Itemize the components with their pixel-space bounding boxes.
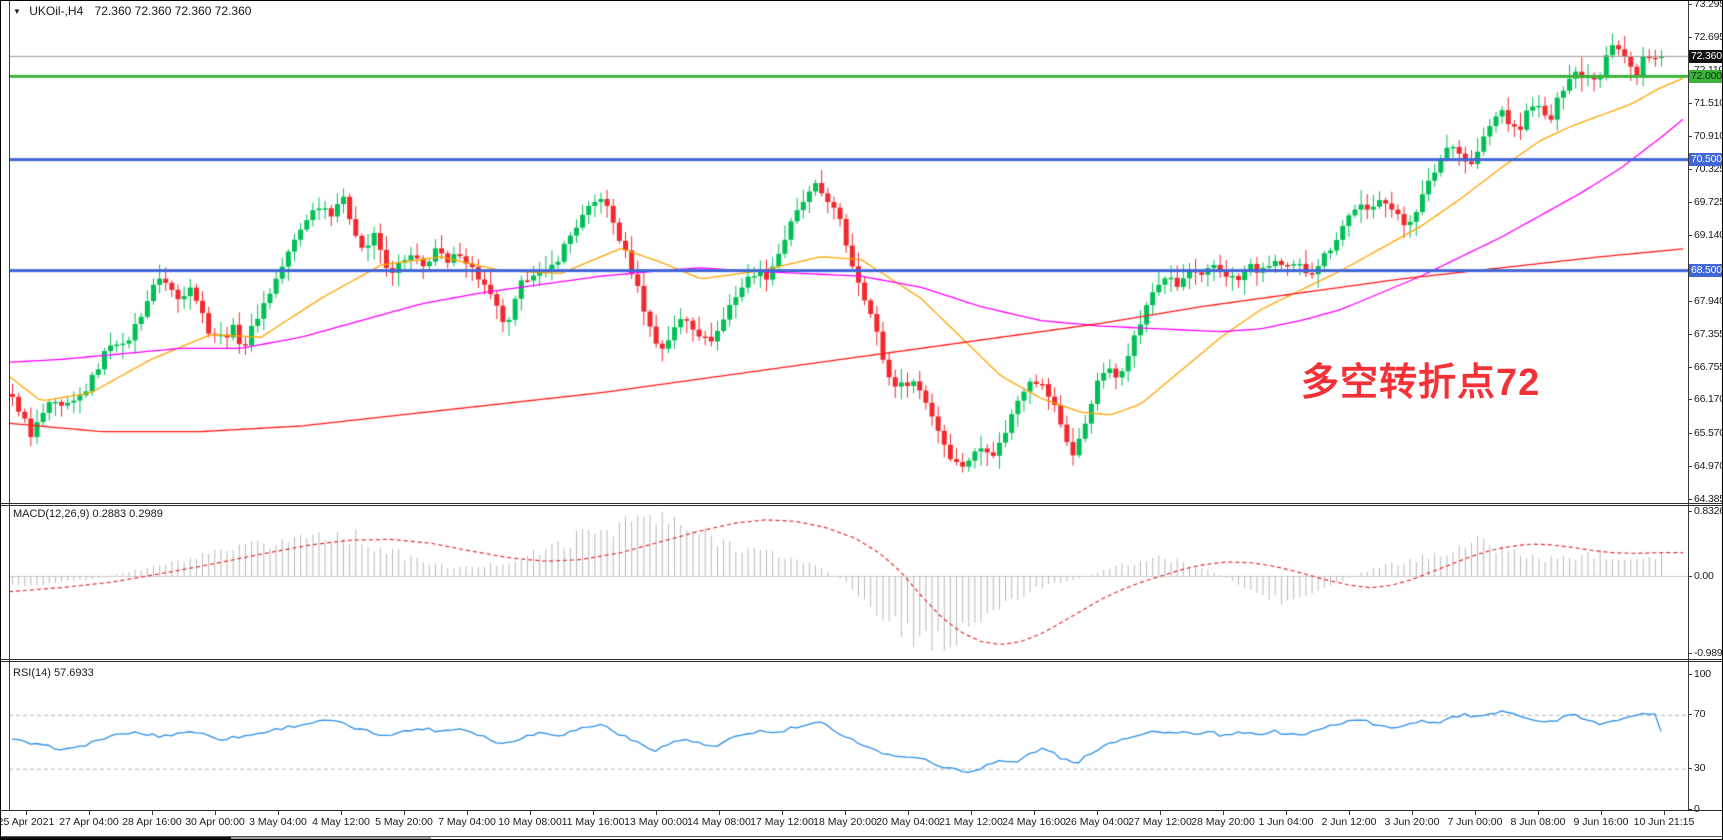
- time-axis-label: 11 May 16:00: [561, 816, 625, 828]
- time-axis-label: 27 Apr 04:00: [59, 816, 119, 828]
- macd-axis-label: 0.8326: [1688, 504, 1723, 517]
- time-axis-label: 5 May 20:00: [375, 816, 433, 828]
- time-axis-label: 4 May 12:00: [312, 816, 370, 828]
- panel-separator: [1, 505, 1722, 506]
- plot-left-border: [9, 1, 10, 811]
- time-axis-tick: [404, 811, 405, 815]
- time-axis-tick: [656, 811, 657, 815]
- time-axis-tick: [1286, 811, 1287, 815]
- price-axis-label: 71.510: [1688, 97, 1723, 110]
- time-axis-label: 27 May 12:00: [1128, 816, 1192, 828]
- time-axis-label: 25 Apr 2021: [0, 816, 55, 828]
- price-tag: 72.000: [1689, 69, 1722, 83]
- macd-indicator-label: MACD(12,26,9) 0.2883 0.2989: [13, 508, 163, 520]
- price-tag: 72.360: [1689, 49, 1722, 63]
- time-axis-label: 10 May 08:00: [498, 816, 562, 828]
- price-axis-label: 69.725: [1688, 196, 1723, 209]
- time-axis-label: 21 May 12:00: [939, 816, 1003, 828]
- time-axis-tick: [1475, 811, 1476, 815]
- scrollbar-line: [1, 836, 1722, 837]
- price-axis-label: 66.755: [1688, 360, 1723, 373]
- time-axis-tick: [89, 811, 90, 815]
- time-axis-tick: [215, 811, 216, 815]
- time-axis-label: 7 May 04:00: [438, 816, 496, 828]
- rsi-axis-label: 70: [1687, 708, 1706, 721]
- time-axis-label: 18 May 20:00: [813, 816, 877, 828]
- time-axis-tick: [971, 811, 972, 815]
- price-tag: 68.500: [1689, 264, 1722, 278]
- time-axis-tick: [845, 811, 846, 815]
- macd-axis-label: 0.00: [1688, 569, 1714, 582]
- rsi-axis-label: 30: [1687, 762, 1706, 775]
- time-axis-label: 26 May 04:00: [1065, 816, 1129, 828]
- time-axis-tick: [26, 811, 27, 815]
- price-axis-label: 65.570: [1688, 426, 1723, 439]
- price-axis-label: 64.970: [1688, 460, 1723, 473]
- time-axis-tick: [1034, 811, 1035, 815]
- panel-separator: [1, 661, 1722, 662]
- time-axis-label: 28 May 20:00: [1191, 816, 1255, 828]
- chart-title: ▼ UKOil-,H4 72.360 72.360 72.360 72.360: [13, 4, 251, 18]
- time-axis-label: 17 May 12:00: [750, 816, 814, 828]
- time-axis-label: 2 Jun 12:00: [1321, 816, 1377, 828]
- price-axis-label: 64.385: [1688, 492, 1723, 505]
- price-chart-canvas[interactable]: [9, 1, 1688, 503]
- time-axis-tick: [593, 811, 594, 815]
- time-axis-label: 24 May 16:00: [1002, 816, 1066, 828]
- time-axis-tick: [1538, 811, 1539, 815]
- rsi-axis-label: 100: [1688, 668, 1711, 680]
- price-tag: 70.500: [1689, 153, 1722, 167]
- price-axis-label: 72.695: [1688, 31, 1723, 44]
- price-axis-line: [1688, 1, 1689, 811]
- panel-separator[interactable]: [1, 503, 1722, 504]
- time-axis-tick: [467, 811, 468, 815]
- time-axis-tick: [1160, 811, 1161, 815]
- time-axis-tick: [341, 811, 342, 815]
- time-axis-line: [1, 810, 1722, 811]
- time-axis-label: 20 May 04:00: [876, 816, 940, 828]
- rsi-axis-label: 0: [1688, 802, 1700, 815]
- price-axis-label: 70.910: [1688, 130, 1723, 143]
- time-axis-tick: [719, 811, 720, 815]
- time-axis-tick: [152, 811, 153, 815]
- annotation-text: 多空转折点72: [1301, 362, 1541, 404]
- panel-separator[interactable]: [1, 659, 1722, 660]
- ohlc-quote-label: 72.360 72.360 72.360 72.360: [94, 4, 252, 18]
- time-axis-tick: [1601, 811, 1602, 815]
- price-axis-label: 67.940: [1688, 295, 1723, 308]
- macd-axis-label: -0.9897: [1687, 647, 1722, 659]
- symbol-dropdown-icon[interactable]: ▼: [13, 7, 21, 16]
- time-axis-tick: [1412, 811, 1413, 815]
- macd-canvas[interactable]: [9, 506, 1688, 658]
- time-axis-label: 9 Jun 16:00: [1573, 816, 1629, 828]
- time-axis-tick: [1664, 811, 1665, 815]
- time-axis-tick: [908, 811, 909, 815]
- price-axis-label: 73.295: [1688, 0, 1723, 10]
- time-axis-label: 28 Apr 16:00: [122, 816, 182, 828]
- h-scrollbar-thumb[interactable]: [1, 837, 231, 839]
- h-scrollbar-track[interactable]: [231, 837, 431, 839]
- time-axis-label: 3 May 04:00: [249, 816, 307, 828]
- time-axis-tick: [1223, 811, 1224, 815]
- price-axis-label: 66.170: [1688, 393, 1723, 406]
- time-axis-label: 8 Jun 08:00: [1510, 816, 1566, 828]
- symbol-period-label: UKOil-,H4: [29, 4, 84, 18]
- time-axis-label: 1 Jun 04:00: [1258, 816, 1314, 828]
- time-axis-label: 13 May 00:00: [624, 816, 688, 828]
- time-axis-tick: [1097, 811, 1098, 815]
- time-axis-tick: [530, 811, 531, 815]
- time-axis-label: 3 Jun 20:00: [1384, 816, 1440, 828]
- time-axis-label: 7 Jun 00:00: [1447, 816, 1503, 828]
- time-axis-tick: [1349, 811, 1350, 815]
- time-axis-tick: [782, 811, 783, 815]
- rsi-canvas[interactable]: [9, 662, 1688, 810]
- time-axis-label: 30 Apr 00:00: [185, 816, 245, 828]
- time-axis-label: 10 Jun 21:15: [1633, 816, 1695, 828]
- price-axis-label: 67.355: [1688, 327, 1723, 340]
- time-axis-tick: [278, 811, 279, 815]
- rsi-indicator-label: RSI(14) 57.6933: [13, 667, 94, 679]
- time-axis-label: 14 May 08:00: [687, 816, 751, 828]
- price-axis-label: 69.140: [1688, 228, 1723, 241]
